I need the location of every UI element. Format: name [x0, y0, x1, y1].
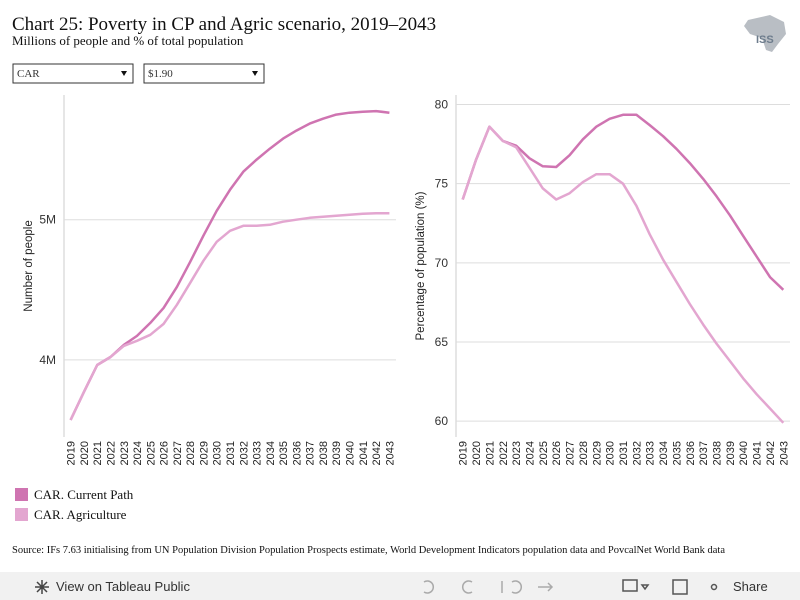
logo: ISS	[744, 15, 786, 52]
legend-swatch	[15, 488, 28, 501]
poverty-line-dropdown[interactable]: $1.90	[143, 63, 265, 84]
dropdown-value[interactable]: CAR	[17, 68, 40, 80]
x-tick-label: 2039	[331, 441, 343, 465]
toolbar	[0, 572, 800, 600]
x-tick-label: 2019	[458, 441, 470, 465]
legend: CAR. Current Path CAR. Agriculture	[15, 487, 134, 522]
x-tick-label: 2034	[658, 441, 670, 465]
download[interactable]	[622, 579, 650, 592]
x-tick-label: 2040	[738, 441, 750, 465]
title: Chart 25: Poverty in CP and Agric scenar…	[12, 14, 436, 35]
x-tick-label: 2019	[66, 441, 78, 465]
x-tick-label: 2043	[384, 441, 396, 465]
toolbar-icons	[423, 579, 718, 595]
x-tick-label: 2026	[551, 441, 563, 465]
x-tick-label: 2036	[685, 441, 697, 465]
x-tick-label: 2043	[778, 441, 790, 465]
refresh[interactable]	[538, 582, 554, 592]
share[interactable]: Share	[733, 579, 768, 594]
x-tick-label: 2037	[305, 441, 317, 465]
x-tick-label: 2031	[225, 441, 237, 465]
dropdown-value[interactable]: $1.90	[148, 68, 173, 80]
series-line	[69, 109, 390, 421]
x-tick-label: 2024	[524, 441, 536, 465]
x-tick-label: 2042	[371, 441, 383, 465]
x-tick-label: 2022	[105, 441, 117, 465]
x-tick-label: 2027	[565, 441, 577, 465]
x-tick-label: 2031	[618, 441, 630, 465]
legend-label: CAR. Current Path	[34, 487, 134, 502]
x-tick-label: 2025	[145, 441, 157, 465]
x-tick-label: 2030	[212, 441, 224, 465]
y-tick-label: 80	[435, 98, 449, 112]
x-tick-label: 2029	[591, 441, 603, 465]
y-tick-label: 4M	[39, 353, 56, 367]
subtitle: Millions of people and % of total popula…	[12, 33, 244, 48]
x-tick-label: 2041	[752, 441, 764, 465]
legend-label: CAR. Agriculture	[34, 507, 127, 522]
y-axis-title: Number of people	[23, 220, 35, 311]
x-tick-label: 2041	[358, 441, 370, 465]
share-icon[interactable]	[710, 583, 718, 591]
y-tick-label: 60	[435, 414, 449, 428]
x-tick-label: 2042	[765, 441, 777, 465]
fullscreen[interactable]	[672, 579, 688, 595]
x-tick-label: 2026	[159, 441, 171, 465]
logo-text: ISS	[756, 34, 774, 46]
x-tick-label: 2029	[198, 441, 210, 465]
x-tick-label: 2033	[645, 441, 657, 465]
undo[interactable]	[423, 580, 434, 594]
view-on-tableau[interactable]: View on Tableau Public	[35, 579, 190, 594]
y-axis-title: Percentage of population (%)	[415, 191, 427, 340]
dropdown-box[interactable]	[12, 63, 134, 84]
x-tick-label: 2040	[345, 441, 357, 465]
view-link[interactable]: View on Tableau Public	[56, 579, 190, 594]
x-tick-label: 2023	[119, 441, 131, 465]
x-tick-label: 2032	[238, 441, 250, 465]
x-tick-label: 2022	[498, 441, 510, 465]
x-tick-label: 2023	[511, 441, 523, 465]
x-tick-label: 2039	[725, 441, 737, 465]
source: Source: IFs 7.63 initialising from UN Po…	[12, 545, 725, 556]
x-tick-label: 2024	[132, 441, 144, 465]
x-tick-label: 2037	[698, 441, 710, 465]
x-tick-label: 2032	[631, 441, 643, 465]
x-tick-label: 2020	[471, 441, 483, 465]
y-tick-label: 70	[435, 256, 449, 270]
redo[interactable]	[462, 580, 473, 594]
logo-map	[744, 15, 786, 52]
x-tick-label: 2034	[265, 441, 277, 465]
series-line	[461, 113, 785, 291]
x-tick-label: 2035	[671, 441, 683, 465]
dropdown-box[interactable]	[143, 63, 265, 84]
series-line	[69, 212, 390, 421]
x-tick-label: 2038	[712, 441, 724, 465]
x-tick-label: 2033	[252, 441, 264, 465]
x-tick-label: 2028	[185, 441, 197, 465]
x-tick-label: 2021	[484, 441, 496, 465]
legend-swatch	[15, 508, 28, 521]
tableau-icon[interactable]	[35, 580, 49, 594]
country-dropdown[interactable]: CAR	[12, 63, 134, 84]
x-tick-label: 2025	[538, 441, 550, 465]
revert[interactable]	[501, 580, 522, 594]
y-tick-label: 5M	[39, 213, 56, 227]
dropdown-arrow[interactable]	[252, 71, 258, 76]
y-tick-label: 75	[435, 177, 449, 191]
x-tick-label: 2027	[172, 441, 184, 465]
x-tick-label: 2020	[79, 441, 91, 465]
y-tick-label: 65	[435, 335, 449, 349]
x-tick-label: 2021	[92, 441, 104, 465]
series-line	[461, 125, 785, 424]
x-tick-label: 2028	[578, 441, 590, 465]
x-tick-label: 2038	[318, 441, 330, 465]
x-tick-label: 2036	[291, 441, 303, 465]
x-tick-label: 2035	[278, 441, 290, 465]
dropdown-arrow[interactable]	[121, 71, 127, 76]
x-tick-label: 2030	[605, 441, 617, 465]
